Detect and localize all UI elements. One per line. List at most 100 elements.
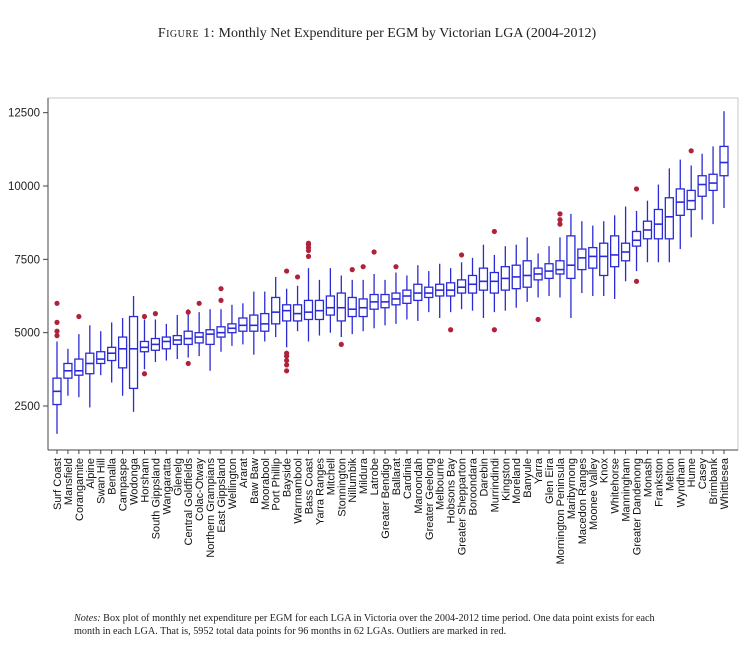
x-tick-label: Bass Coast [303, 458, 315, 514]
box-28 [347, 267, 357, 335]
box-47 [555, 211, 565, 298]
box-41 [489, 228, 500, 333]
box-60 [697, 153, 707, 220]
x-tick-label: Greater Dandenong [632, 458, 644, 555]
box-40 [478, 244, 489, 318]
outlier-point [371, 249, 377, 255]
x-tick-label: Melbourne [435, 458, 447, 510]
x-tick-label: Benalla [107, 457, 119, 495]
box-43 [511, 244, 521, 308]
y-tick-label: 2500 [14, 401, 40, 413]
box-61 [708, 146, 718, 225]
x-tick-label: Wodonga [129, 457, 141, 505]
x-tick-label: Darebin [478, 458, 490, 497]
box-16 [216, 286, 226, 352]
x-tick-label: Maroondah [413, 458, 425, 514]
box-iqr [96, 351, 106, 365]
box-5 [96, 331, 106, 376]
outlier-point [360, 264, 366, 270]
outlier-point [633, 278, 640, 284]
box-27 [336, 275, 346, 347]
x-tick-label: Glen Eira [544, 457, 556, 504]
box-26 [325, 268, 336, 333]
box-55 [642, 200, 653, 263]
box-59 [686, 148, 696, 238]
x-axis-tick-labels: Surf CoastMansfieldCorangamiteAlpineSwan… [52, 450, 731, 564]
box-42 [500, 246, 510, 311]
box-62 [719, 111, 729, 208]
box-31 [380, 279, 390, 326]
box-49 [577, 221, 587, 294]
box-57 [664, 168, 674, 263]
x-tick-label: Northern Grampians [205, 458, 217, 558]
outlier-point [305, 253, 312, 259]
x-tick-label: Alpine [85, 458, 97, 489]
notes-text: Box plot of monthly net expenditure per … [74, 613, 655, 637]
outlier-point [458, 252, 465, 258]
x-tick-label: Melton [664, 458, 676, 491]
outlier-point [633, 186, 640, 192]
box-24 [303, 240, 314, 342]
x-tick-label: Yarra [533, 457, 545, 484]
x-tick-label: Monash [642, 458, 654, 497]
x-tick-label: Boroondara [468, 457, 480, 515]
x-tick-label: Wangaratta [161, 457, 173, 514]
outlier-point [196, 300, 202, 306]
box-10 [150, 311, 161, 362]
box-iqr [489, 271, 500, 294]
outlier-point [218, 297, 224, 303]
outlier-point [491, 228, 497, 235]
box-21 [271, 276, 281, 338]
x-tick-label: Horsham [139, 458, 151, 503]
box-iqr [610, 235, 620, 268]
box-33 [402, 275, 412, 320]
box-56 [653, 184, 664, 263]
box-17 [227, 304, 237, 346]
box-53 [620, 206, 631, 282]
outlier-point [557, 211, 563, 217]
box-25 [314, 279, 325, 336]
box-46 [544, 246, 554, 296]
box-iqr [249, 314, 259, 332]
box-1 [52, 300, 62, 434]
box-iqr [719, 145, 729, 177]
box-iqr [631, 230, 642, 247]
x-tick-label: Ballarat [391, 458, 403, 495]
x-tick-label: Whittlesea [719, 457, 731, 509]
figure-label: Figure 1: [157, 26, 216, 41]
box-29 [358, 264, 368, 332]
outlier-point [152, 311, 159, 317]
x-tick-label: Banyule [522, 458, 534, 498]
x-tick-label: Bayside [282, 458, 294, 497]
box-12 [172, 315, 182, 360]
x-tick-label: Brimbank [708, 458, 720, 505]
figure-title: Figure 1: Monthly Net Expenditure per EG… [0, 26, 754, 42]
x-tick-label: Surf Coast [52, 458, 64, 510]
x-tick-label: Mornington Peninsula [555, 457, 567, 564]
outlier-point [141, 313, 148, 320]
box-38 [456, 252, 467, 310]
box-iqr [117, 336, 128, 369]
box-iqr [347, 296, 357, 318]
y-tick-label: 7500 [14, 254, 40, 266]
box-2 [63, 348, 73, 396]
outlier-point [393, 264, 399, 270]
box-8 [128, 296, 139, 412]
x-tick-label: Knox [599, 458, 611, 484]
outlier-point [294, 274, 301, 280]
box-20 [260, 291, 270, 342]
outlier-point [284, 350, 290, 356]
x-tick-label: Glenelg [172, 458, 184, 496]
outlier-point [448, 327, 454, 333]
x-tick-label: South Gippsland [150, 458, 162, 539]
outlier-point [284, 368, 290, 374]
outlier-point [218, 286, 224, 292]
x-tick-label: Casey [697, 458, 709, 490]
x-tick-label: Hobsons Bay [446, 458, 458, 524]
box-48 [566, 213, 576, 318]
box-iqr [555, 260, 565, 275]
box-iqr [588, 246, 598, 269]
box-39 [467, 257, 478, 311]
outlier-point [284, 357, 290, 364]
